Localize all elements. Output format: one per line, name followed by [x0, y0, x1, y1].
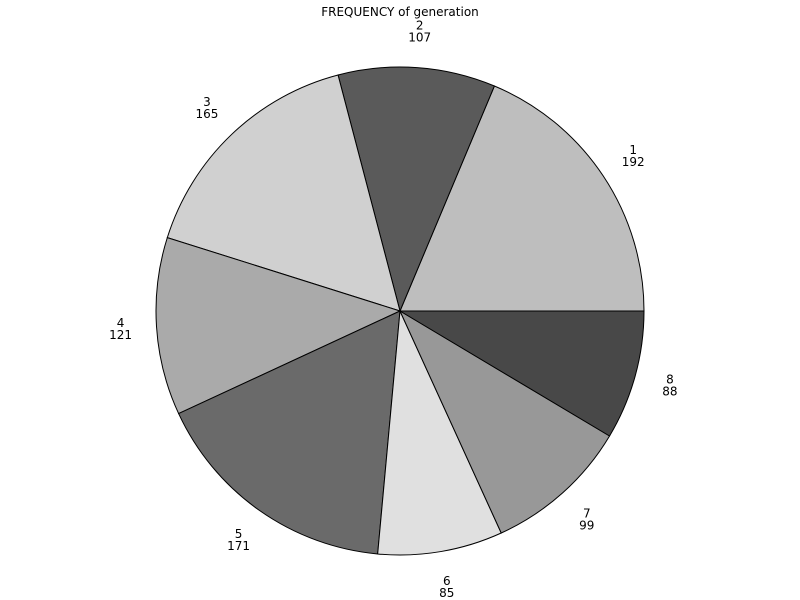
slice-value-6: 85 [439, 586, 454, 600]
chart-title: FREQUENCY of generation [321, 5, 479, 19]
slice-value-1: 192 [622, 155, 645, 169]
slice-value-7: 99 [579, 519, 594, 533]
pie-slice-1 [399, 85, 645, 312]
pie-slice-7 [398, 309, 611, 534]
slice-value-4: 121 [109, 328, 132, 342]
slice-label-4: 4 [117, 316, 125, 330]
pie-slice-4 [155, 236, 402, 415]
slice-value-8: 88 [662, 384, 677, 398]
slice-label-1: 1 [629, 143, 637, 157]
slice-label-7: 7 [583, 507, 591, 521]
slice-value-5: 171 [227, 539, 250, 553]
slice-label-8: 8 [666, 372, 674, 386]
pie-slice-6 [377, 309, 502, 556]
slice-label-6: 6 [443, 574, 451, 588]
slice-label-2: 2 [416, 19, 424, 33]
slice-value-2: 107 [408, 31, 431, 45]
pie-slices [155, 66, 645, 556]
slice-value-3: 165 [195, 107, 218, 121]
pie-slice-2 [337, 66, 496, 313]
slice-label-3: 3 [203, 95, 211, 109]
pie-slice-8 [398, 310, 645, 437]
slice-label-5: 5 [235, 527, 243, 541]
pie-slice-3 [166, 74, 401, 312]
pie-slice-5 [177, 310, 401, 555]
